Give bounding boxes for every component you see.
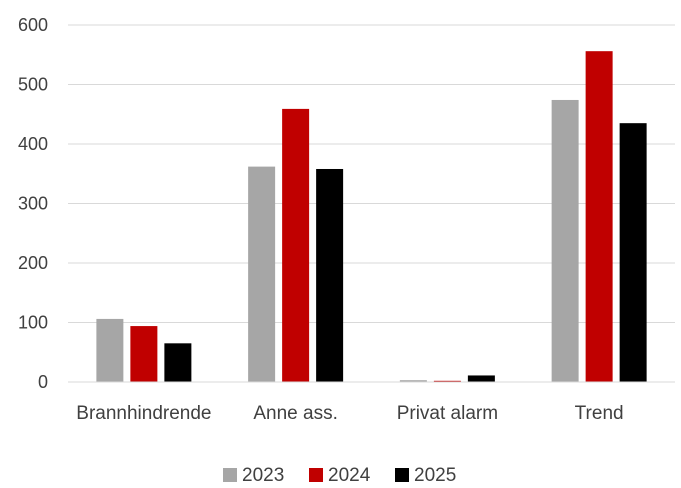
bar (248, 166, 276, 382)
legend-item: 2023 (223, 465, 284, 486)
legend-item: 2024 (309, 465, 371, 486)
legend-swatch (395, 468, 409, 482)
x-category-label: Privat alarm (397, 403, 498, 424)
gridlines (68, 24, 675, 323)
bar (130, 326, 158, 382)
bar (551, 99, 579, 382)
y-tick-label: 100 (18, 313, 48, 333)
bar (467, 375, 495, 382)
bar (619, 123, 647, 383)
x-category-label: Anne ass. (253, 403, 338, 424)
bar (164, 343, 192, 382)
bar (585, 51, 613, 383)
y-axis-ticks: 0 100 200 300 400 500 600 (18, 15, 48, 392)
bar (433, 380, 461, 382)
legend-item: 2025 (395, 465, 456, 486)
bar (282, 108, 310, 383)
bar (399, 380, 427, 382)
legend-label: 2024 (328, 465, 371, 486)
x-category-label: Trend (575, 403, 624, 424)
legend-swatch (309, 468, 323, 482)
bar (316, 168, 344, 382)
legend: 2023 2024 2025 (223, 465, 456, 486)
x-axis-categories: Brannhindrende Anne ass. Privat alarm Trend (76, 403, 623, 424)
y-tick-label: 300 (18, 194, 48, 214)
legend-label: 2023 (242, 465, 284, 486)
y-tick-label: 400 (18, 134, 48, 154)
legend-label: 2025 (414, 465, 456, 486)
x-category-label: Brannhindrende (76, 403, 211, 424)
y-tick-label: 600 (18, 15, 48, 35)
y-tick-label: 200 (18, 253, 48, 273)
y-tick-label: 0 (38, 372, 48, 392)
bar (96, 318, 124, 382)
bars (96, 51, 647, 383)
y-tick-label: 500 (18, 75, 48, 95)
legend-swatch (223, 468, 237, 482)
